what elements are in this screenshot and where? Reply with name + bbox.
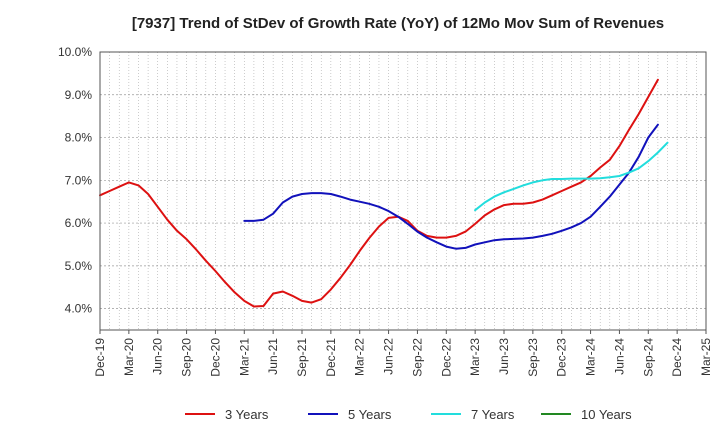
x-tick-label: Sep-22	[410, 338, 424, 377]
legend-label-10-years: 10 Years	[581, 407, 632, 422]
legend: 3 Years 5 Years 7 Years 10 Years	[185, 407, 632, 422]
plot-frame	[99, 51, 707, 331]
grid	[100, 51, 706, 330]
y-tick-label: 4.0%	[65, 302, 93, 316]
x-tick-label: Dec-21	[324, 338, 338, 377]
x-tick-label: Jun-23	[497, 338, 511, 375]
x-tick-label: Jun-24	[612, 338, 626, 375]
y-tick-label: 5.0%	[65, 259, 93, 273]
x-tick-label: Dec-24	[670, 338, 684, 377]
x-tick-label: Mar-22	[353, 338, 367, 376]
y-tick-label: 6.0%	[65, 216, 93, 230]
y-tick-label: 9.0%	[65, 88, 93, 102]
series-line-3-years	[99, 78, 659, 308]
series-line-7-years	[474, 141, 669, 212]
series-line-5-years	[243, 123, 659, 250]
y-tick-label: 10.0%	[58, 45, 92, 59]
legend-label-5-years: 5 Years	[348, 407, 392, 422]
x-tick-label: Jun-21	[266, 338, 280, 375]
x-tick-label: Sep-23	[526, 338, 540, 377]
x-tick-label: Mar-20	[122, 338, 136, 376]
x-tick-label: Dec-22	[439, 338, 453, 377]
x-tick-label: Mar-21	[237, 338, 251, 376]
legend-label-7-years: 7 Years	[471, 407, 515, 422]
x-tick-label: Mar-24	[584, 338, 598, 376]
y-axis-ticks: 4.0% 5.0% 6.0% 7.0% 8.0% 9.0% 10.0%	[58, 45, 92, 316]
x-axis-ticks: Dec-19 Mar-20 Jun-20 Sep-20 Dec-20 Mar-21 Jun-…	[93, 330, 713, 377]
y-tick-label: 8.0%	[65, 131, 93, 145]
x-tick-label: Mar-25	[699, 338, 713, 376]
x-tick-label: Sep-20	[180, 338, 194, 377]
x-tick-label: Sep-24	[641, 338, 655, 377]
x-tick-label: Jun-22	[382, 338, 396, 375]
x-tick-label: Dec-20	[208, 338, 222, 377]
x-tick-label: Dec-19	[93, 338, 107, 377]
legend-label-3-years: 3 Years	[225, 407, 269, 422]
x-tick-label: Jun-20	[151, 338, 165, 375]
x-tick-label: Dec-23	[555, 338, 569, 377]
chart-title: [7937] Trend of StDev of Growth Rate (Yo…	[132, 15, 664, 32]
series-lines	[99, 78, 669, 308]
x-tick-label: Sep-21	[295, 338, 309, 377]
y-tick-label: 7.0%	[65, 173, 93, 187]
x-tick-label: Mar-23	[468, 338, 482, 376]
